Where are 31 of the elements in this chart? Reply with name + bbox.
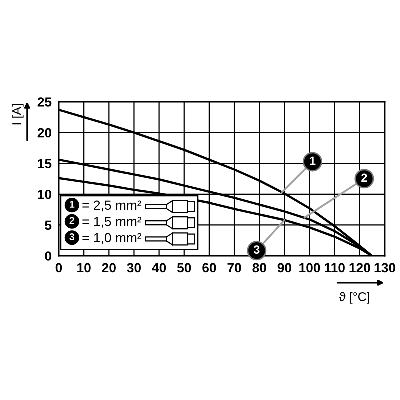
- x-tick-label: 50: [177, 263, 192, 273]
- y-axis-title: I [A]: [12, 104, 24, 125]
- y-tick-label: 20: [38, 128, 52, 138]
- x-tick-label: 60: [202, 263, 216, 273]
- x-tick-label: 100: [300, 263, 320, 273]
- x-tick-label: 0: [56, 263, 62, 273]
- x-tick-label: 10: [78, 263, 91, 273]
- x-tick-label: 30: [127, 263, 142, 273]
- text: 2: [70, 217, 75, 224]
- x-tick-label: 70: [228, 263, 242, 273]
- text: 1: [70, 201, 75, 208]
- x-tick-label: 120: [350, 263, 370, 273]
- x-tick-label: 130: [374, 263, 396, 273]
- y-tick-label: 15: [38, 159, 52, 169]
- x-tick-label: 80: [252, 263, 266, 273]
- annotation: 3: [254, 246, 260, 254]
- x-axis-title: ϑ [°C]: [339, 292, 370, 304]
- y-tick-label: 25: [38, 98, 52, 107]
- text: 3: [70, 234, 75, 241]
- x-tick-label: 20: [102, 263, 116, 273]
- x-tick-label: 90: [278, 263, 292, 273]
- y-tick-label: 5: [45, 220, 52, 230]
- legend-label: = 1,5 mm²: [82, 217, 142, 228]
- annotation: 1: [310, 156, 316, 166]
- legend-label: = 1,0 mm²: [82, 233, 142, 244]
- x-tick-label: 110: [325, 263, 345, 273]
- x-tick-label: 40: [152, 263, 166, 273]
- legend-label: = 2,5 mm²: [82, 200, 142, 212]
- y-tick-label: 0: [45, 252, 52, 261]
- y-tick-label: 10: [38, 190, 52, 200]
- annotation: 2: [362, 174, 368, 182]
